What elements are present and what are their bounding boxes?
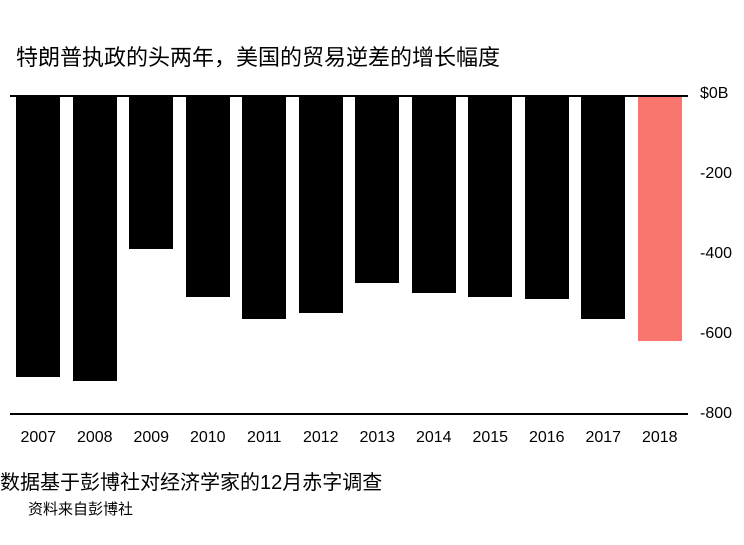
- x-axis-label: 2011: [247, 429, 281, 447]
- x-axis-label: 2018: [642, 429, 678, 447]
- x-axis-label: 2008: [77, 429, 113, 447]
- chart-bar: [129, 97, 173, 249]
- y-axis-label: -800: [700, 405, 732, 423]
- x-axis-label: 2010: [190, 429, 226, 447]
- x-axis-label: 2013: [359, 429, 395, 447]
- y-axis-label: -600: [700, 325, 732, 343]
- chart-bar: [299, 97, 343, 313]
- x-axis-label: 2016: [529, 429, 565, 447]
- chart-bar: [16, 97, 60, 377]
- chart-bar: [581, 97, 625, 319]
- x-axis-label: 2014: [416, 429, 452, 447]
- chart-bar: [468, 97, 512, 297]
- chart-title: 特朗普执政的头两年，美国的贸易逆差的增长幅度: [16, 40, 500, 72]
- chart-bar: [525, 97, 569, 299]
- x-axis-label: 2009: [133, 429, 169, 447]
- x-axis-label: 2017: [585, 429, 621, 447]
- chart-bar: [355, 97, 399, 283]
- x-axis-label: 2012: [303, 429, 339, 447]
- chart-bar: [412, 97, 456, 293]
- chart-bar: [73, 97, 117, 381]
- chart-bottom-baseline: [10, 413, 688, 415]
- y-axis-label: -200: [700, 165, 732, 183]
- chart-bar: [638, 97, 682, 341]
- chart-bar: [242, 97, 286, 319]
- x-axis-label: 2015: [472, 429, 508, 447]
- chart-source: 资料来自彭博社: [28, 498, 133, 519]
- chart-bar: [186, 97, 230, 297]
- y-axis-label: $0B: [700, 85, 728, 103]
- x-axis-label: 2007: [20, 429, 56, 447]
- chart-plot-area: [10, 95, 688, 415]
- chart-footnote: 数据基于彭博社对经济学家的12月赤字调查: [0, 466, 382, 495]
- y-axis-label: -400: [700, 245, 732, 263]
